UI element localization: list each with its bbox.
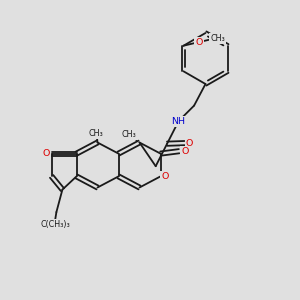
Text: CH₃: CH₃ (122, 130, 136, 139)
Text: O: O (43, 149, 50, 158)
Text: CH₃: CH₃ (210, 34, 225, 43)
Text: O: O (186, 139, 193, 148)
Text: O: O (182, 147, 189, 156)
Text: O: O (195, 38, 203, 46)
Text: CH₃: CH₃ (88, 129, 104, 138)
Text: C(CH₃)₃: C(CH₃)₃ (40, 220, 70, 229)
Text: NH: NH (172, 117, 185, 126)
Text: O: O (161, 172, 169, 181)
